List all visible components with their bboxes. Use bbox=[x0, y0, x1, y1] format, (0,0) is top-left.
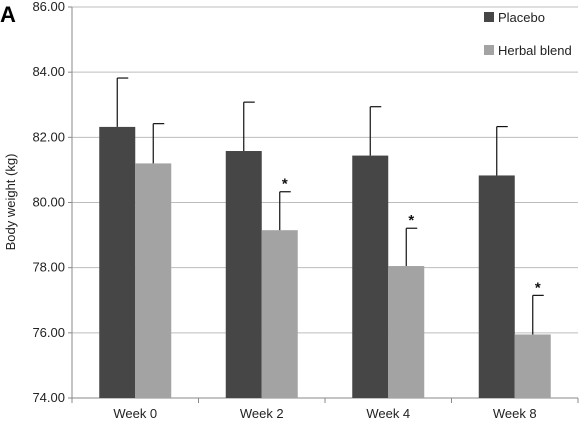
bars bbox=[99, 126, 551, 398]
y-tick-label: 84.00 bbox=[32, 64, 65, 79]
panel-label: A bbox=[0, 2, 16, 27]
bar-placebo bbox=[99, 126, 136, 398]
x-tick-label: Week 4 bbox=[366, 406, 410, 421]
significance-marker: * bbox=[408, 212, 414, 229]
x-tick-label: Week 0 bbox=[113, 406, 157, 421]
legend: Placebo Herbal blend bbox=[484, 10, 572, 58]
x-tick-label: Week 8 bbox=[493, 406, 537, 421]
y-tick-label: 86.00 bbox=[32, 0, 65, 14]
bar-placebo bbox=[352, 155, 389, 398]
significance-marker: * bbox=[282, 176, 288, 193]
legend-label: Herbal blend bbox=[498, 43, 572, 58]
tick-labels: 74.00 76.00 78.00 80.00 82.00 84.00 86.00 Week … bbox=[32, 0, 540, 421]
legend-swatch bbox=[484, 45, 494, 55]
bar-herbal-blend bbox=[261, 230, 298, 398]
y-tick-label: 76.00 bbox=[32, 325, 65, 340]
bar-placebo bbox=[225, 151, 262, 398]
x-tick-label: Week 2 bbox=[240, 406, 284, 421]
bar-herbal-blend bbox=[514, 334, 551, 398]
significance-marker: * bbox=[535, 279, 541, 296]
bar-herbal-blend bbox=[388, 266, 425, 398]
bar-herbal-blend bbox=[135, 163, 172, 398]
error-bars bbox=[116, 77, 544, 335]
y-tick-label: 80.00 bbox=[32, 195, 65, 210]
bar-placebo bbox=[478, 175, 515, 398]
legend-label: Placebo bbox=[498, 10, 545, 25]
y-tick-label: 78.00 bbox=[32, 260, 65, 275]
legend-swatch bbox=[484, 12, 494, 22]
y-tick-label: 74.00 bbox=[32, 390, 65, 405]
y-axis-title: Body weight (kg) bbox=[3, 154, 18, 251]
y-tick-label: 82.00 bbox=[32, 129, 65, 144]
